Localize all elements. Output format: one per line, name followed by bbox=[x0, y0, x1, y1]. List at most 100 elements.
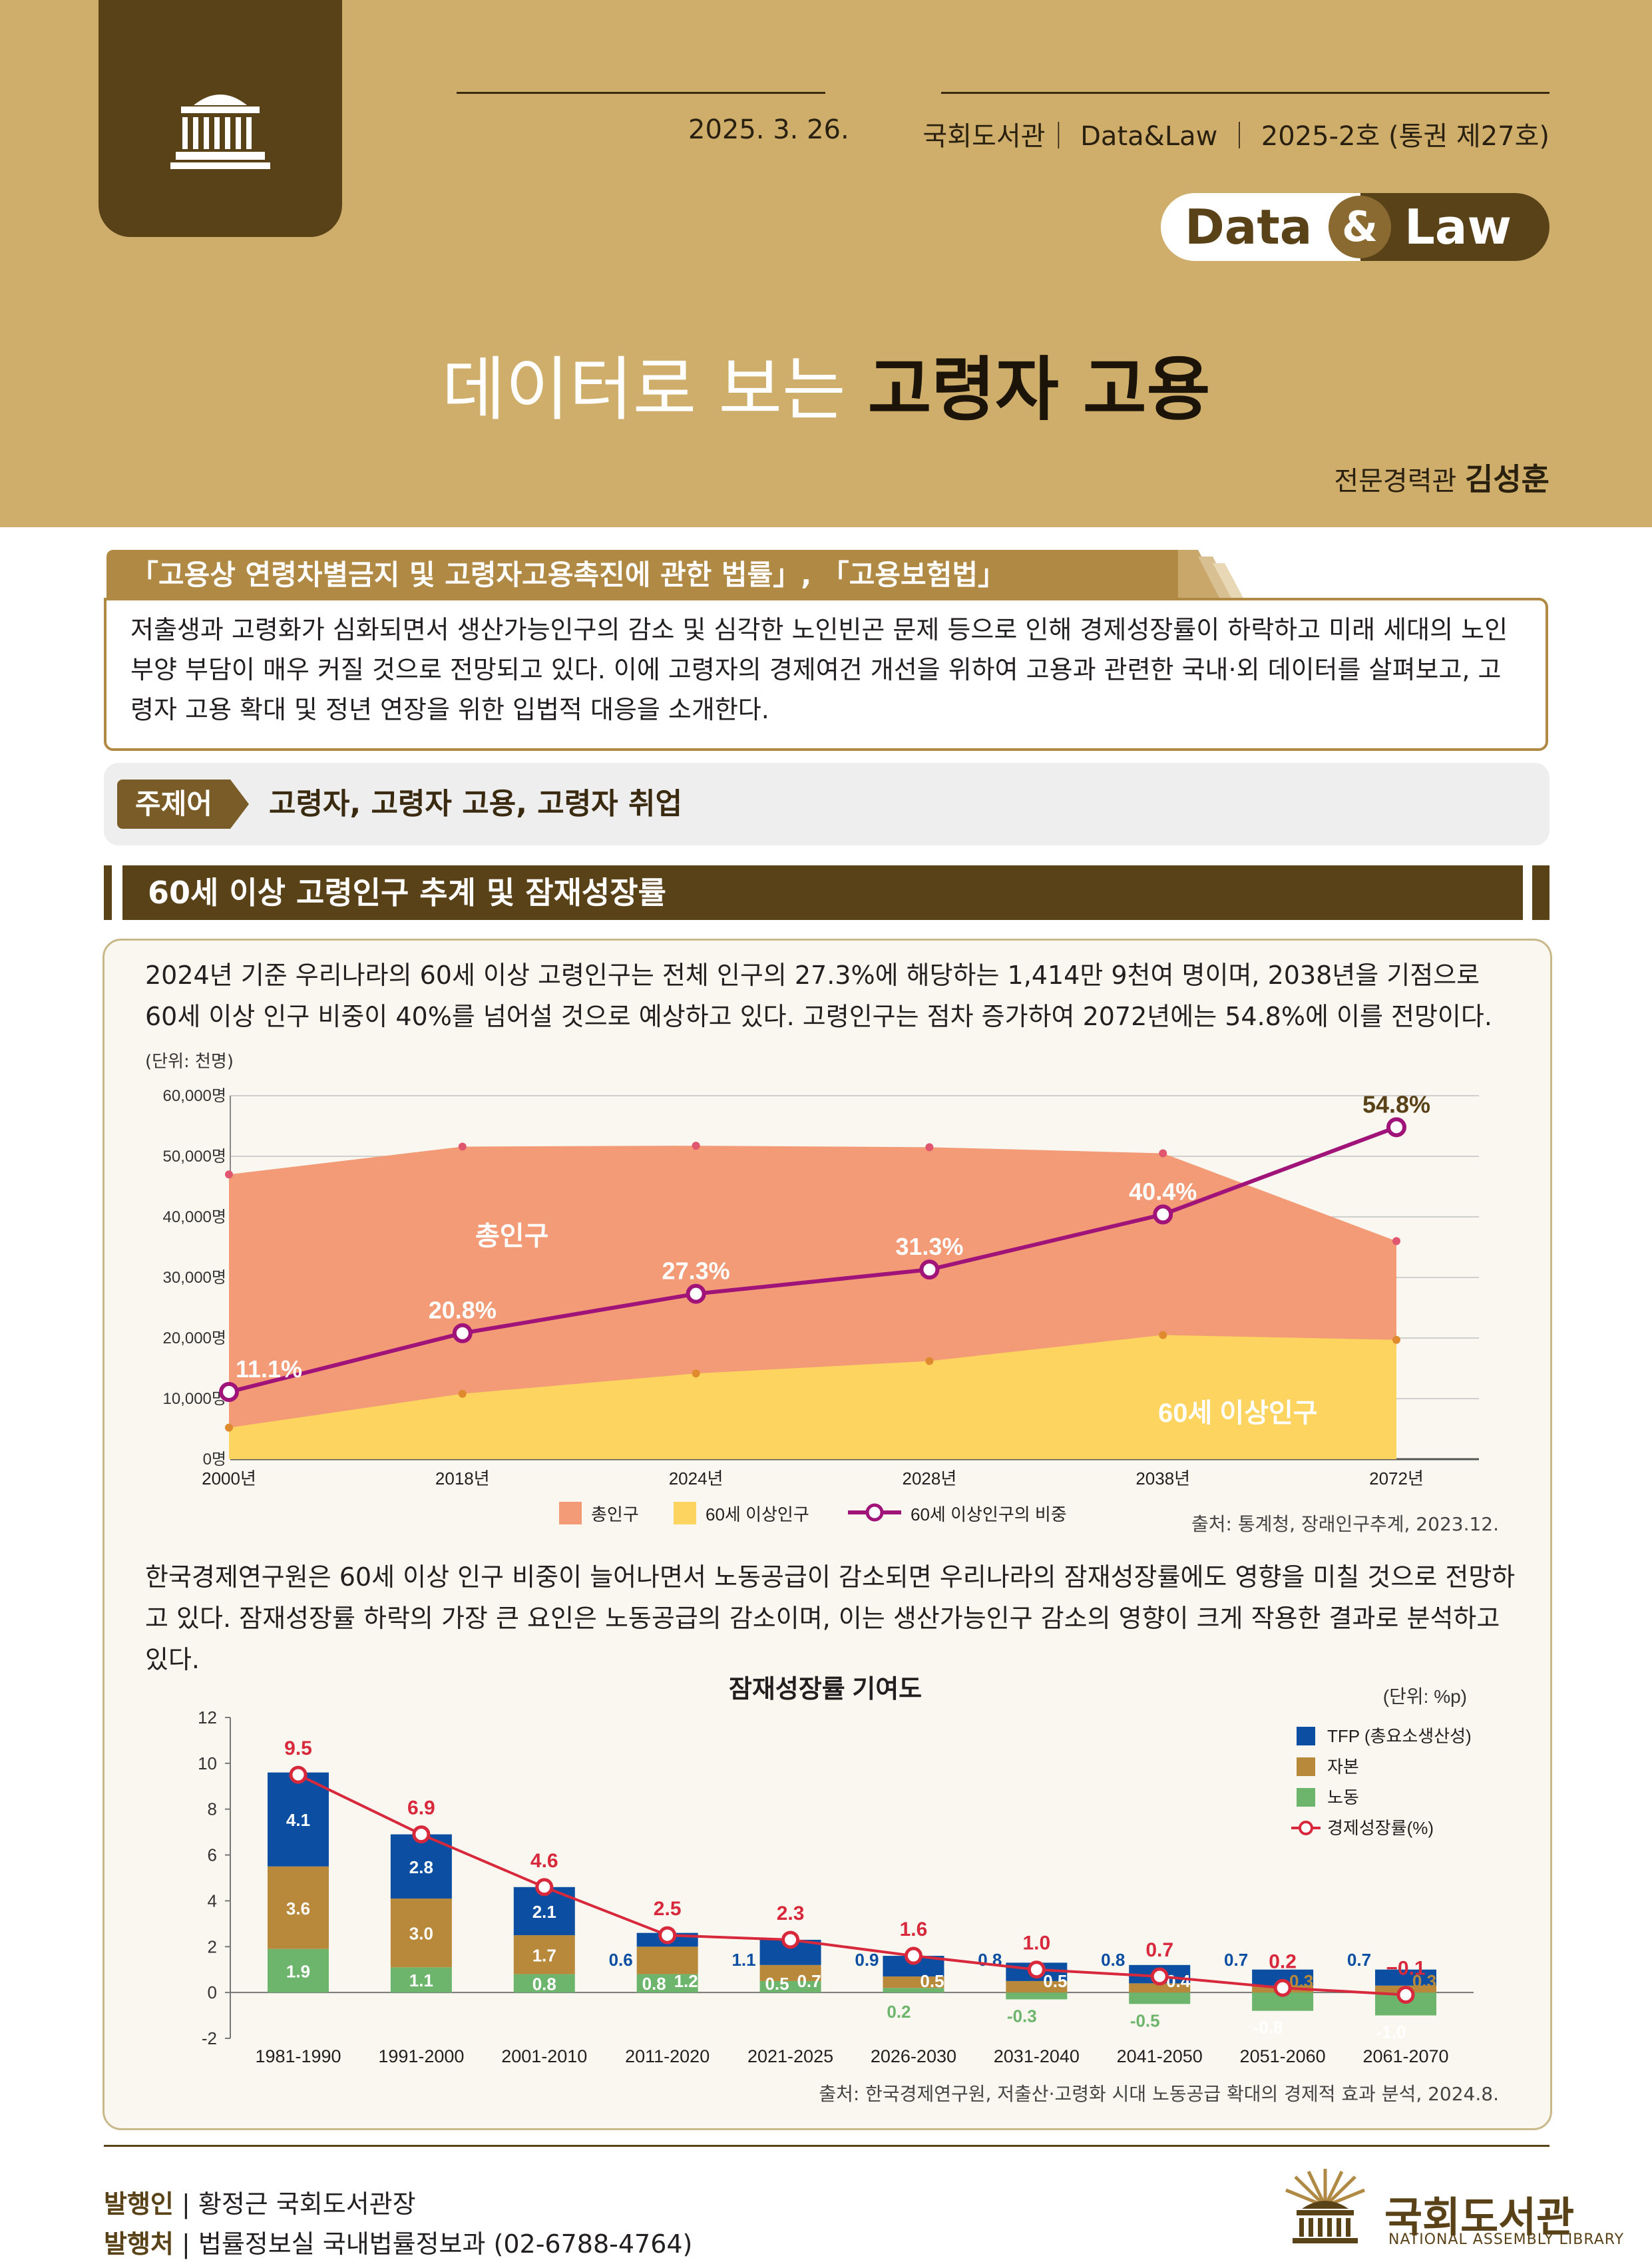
c2-data-label: 1.1 bbox=[409, 1970, 433, 1990]
c2-data-label: 0.9 bbox=[855, 1950, 879, 1970]
c2-data-label: 4.1 bbox=[286, 1810, 310, 1830]
total-population-point bbox=[225, 1170, 233, 1179]
c2-data-label: 2.8 bbox=[409, 1857, 433, 1877]
paragraph-1: 2024년 기준 우리나라의 60세 이상 고령인구는 전체 인구의 27.3%… bbox=[145, 961, 1492, 1031]
growth-rate-point bbox=[781, 1930, 800, 1949]
c2-data-label: 0.6 bbox=[609, 1950, 633, 1970]
publication-info: 국회도서관｜ Data&Law ｜ 2025-2호 (통권 제27호) bbox=[923, 121, 1549, 152]
elderly-ratio-line bbox=[228, 1125, 1398, 1394]
issuer-label: 발행처 bbox=[104, 2229, 174, 2259]
tfp-bar bbox=[268, 1772, 329, 1867]
growth-rate-point bbox=[1027, 1960, 1046, 1979]
assembly-logo-tab bbox=[99, 0, 342, 237]
legend-total: 총인구 bbox=[591, 1504, 639, 1524]
publisher-name: 황정근 국회도서관장 bbox=[198, 2189, 416, 2219]
c2-data-label: 0.8 bbox=[978, 1950, 1002, 1970]
growth-rate-label: 0.2 bbox=[1269, 1950, 1297, 1972]
growth-rate-point bbox=[535, 1878, 554, 1897]
keyword-text: 고령자, 고령자 고용, 고령자 취업 bbox=[269, 787, 682, 821]
tfp-bar bbox=[1375, 1969, 1436, 1986]
c1-y-tick: 50,000명 bbox=[163, 1148, 227, 1166]
data-law-brand: Data & Law bbox=[1161, 193, 1549, 261]
elderly-population-point bbox=[1159, 1331, 1167, 1339]
labor-bar bbox=[268, 1948, 329, 1993]
publisher-label: 발행인 bbox=[104, 2189, 174, 2219]
page-title: 데이터로 보는 고령자 고용 bbox=[0, 333, 1652, 433]
c2-data-label: 3.0 bbox=[409, 1924, 433, 1944]
total-population-point bbox=[692, 1142, 700, 1150]
publisher: 발행인 | 황정근 국회도서관장 bbox=[104, 2189, 416, 2219]
c2-data-label: 1.9 bbox=[286, 1961, 310, 1981]
c2-legend-marker bbox=[1299, 1821, 1313, 1835]
capital-bar bbox=[759, 1964, 821, 1981]
c2-y-tick: 12 bbox=[198, 1707, 217, 1727]
keyword-arrow bbox=[230, 780, 249, 829]
elderly-ratio-point bbox=[1153, 1204, 1173, 1225]
growth-rate-point bbox=[1396, 1986, 1415, 2004]
header-rule-left bbox=[457, 92, 825, 94]
growth-rate-label: 6.9 bbox=[407, 1797, 435, 1819]
capital-bar bbox=[883, 1976, 944, 1988]
elderly-ratio-point bbox=[919, 1259, 940, 1280]
elderly-ratio-point bbox=[219, 1381, 239, 1402]
c1-y-tick: 40,000명 bbox=[163, 1208, 227, 1226]
growth-rate-point bbox=[904, 1946, 923, 1965]
library-name: 국회도서관 bbox=[1384, 2193, 1575, 2241]
library-logo-icon bbox=[1285, 2169, 1365, 2243]
law-summary-box bbox=[104, 598, 1548, 751]
tfp-bar bbox=[390, 1834, 452, 1899]
c1-y-tick: 0명 bbox=[203, 1451, 226, 1469]
total-population-point bbox=[925, 1143, 934, 1152]
c2-data-label: 0.5 bbox=[1043, 1971, 1067, 1991]
elderly-ratio-point bbox=[686, 1283, 706, 1304]
c1-x-tick: 2018년 bbox=[435, 1469, 490, 1488]
elderly-population-point bbox=[458, 1389, 467, 1398]
c1-y-tick: 60,000명 bbox=[163, 1087, 227, 1105]
law-summary: 저출생과 고령화가 심화되면서 생산가능인구의 감소 및 심각한 노인빈곤 문제… bbox=[130, 615, 1508, 724]
c1-y-tick: 30,000명 bbox=[163, 1269, 227, 1287]
c2-x-tick: 2061-2070 bbox=[1362, 2046, 1448, 2066]
c2-y-tick: -2 bbox=[202, 2028, 217, 2048]
c2-data-label: 0.4 bbox=[1166, 1971, 1191, 1991]
title-bold: 고령자 고용 bbox=[867, 349, 1211, 430]
chart2-source: 출처: 한국경제연구원, 저출산·고령화 시대 노동공급 확대의 경제적 효과 … bbox=[819, 2083, 1499, 2105]
c1-y-tick: 10,000명 bbox=[163, 1390, 227, 1408]
c2-y-tick: 2 bbox=[208, 1936, 217, 1956]
law-tab bbox=[106, 550, 1185, 600]
keyword-label: 주제어 bbox=[117, 780, 230, 829]
capital-bar bbox=[1006, 1980, 1068, 1993]
chart1-source: 출처: 통계청, 장래인구추계, 2023.12. bbox=[1191, 1513, 1499, 1535]
growth-rate-point bbox=[658, 1926, 677, 1944]
growth-rate-label: 1.6 bbox=[900, 1919, 928, 1940]
elderly-ratio-label: 11.1% bbox=[236, 1355, 302, 1383]
c2-data-label: 0.8 bbox=[1101, 1950, 1125, 1970]
c2-legend-swatch bbox=[1297, 1757, 1315, 1776]
c2-data-label: 0.8 bbox=[642, 1974, 666, 1994]
chart2-unit: (단위: %p) bbox=[1383, 1686, 1467, 1707]
section-title: 60세 이상 고령인구 추계 및 잠재성장률 bbox=[148, 875, 666, 911]
paragraph-2: 한국경제연구원은 60세 이상 인구 비중이 늘어나면서 노동공급이 감소되면 … bbox=[145, 1562, 1516, 1674]
law-title: 「고용상 연령차별금지 및 고령자고용촉진에 관한 법률」, 「고용보험법」 bbox=[130, 559, 1006, 591]
c2-x-tick: 2041-2050 bbox=[1117, 2046, 1203, 2066]
c2-legend-label: 노동 bbox=[1327, 1787, 1359, 1807]
growth-rate-label: 4.6 bbox=[530, 1850, 558, 1872]
chart2-title: 잠재성장률 기여도 bbox=[729, 1676, 922, 1703]
c2-data-label: 0.7 bbox=[797, 1971, 821, 1991]
assembly-building-icon bbox=[170, 95, 270, 169]
total-population-inline-label: 총인구 bbox=[475, 1222, 548, 1251]
issue-date: 2025. 3. 26. bbox=[688, 114, 849, 145]
c2-data-label: 1.2 bbox=[674, 1971, 698, 1991]
brand-law: Law bbox=[1404, 199, 1512, 255]
labor-bar bbox=[636, 1974, 698, 1993]
growth-rate-label: 2.3 bbox=[777, 1903, 805, 1924]
c2-x-tick: 2011-2020 bbox=[625, 2046, 710, 2066]
elderly-population-area bbox=[229, 1335, 1396, 1459]
c2-data-label: 1.7 bbox=[532, 1945, 556, 1965]
header-rule-right bbox=[941, 92, 1549, 94]
total-population-point bbox=[1392, 1237, 1400, 1245]
author: 전문경력관 김성훈 bbox=[1334, 455, 1549, 499]
population-chart: 0명 10,000명 20,000명 30,000명 40,000명 50,000명 60,… bbox=[163, 1087, 1479, 1524]
growth-rate-point bbox=[1150, 1967, 1169, 1986]
c2-y-tick: 8 bbox=[208, 1799, 217, 1819]
c2-data-label: 0.5 bbox=[765, 1974, 789, 1994]
